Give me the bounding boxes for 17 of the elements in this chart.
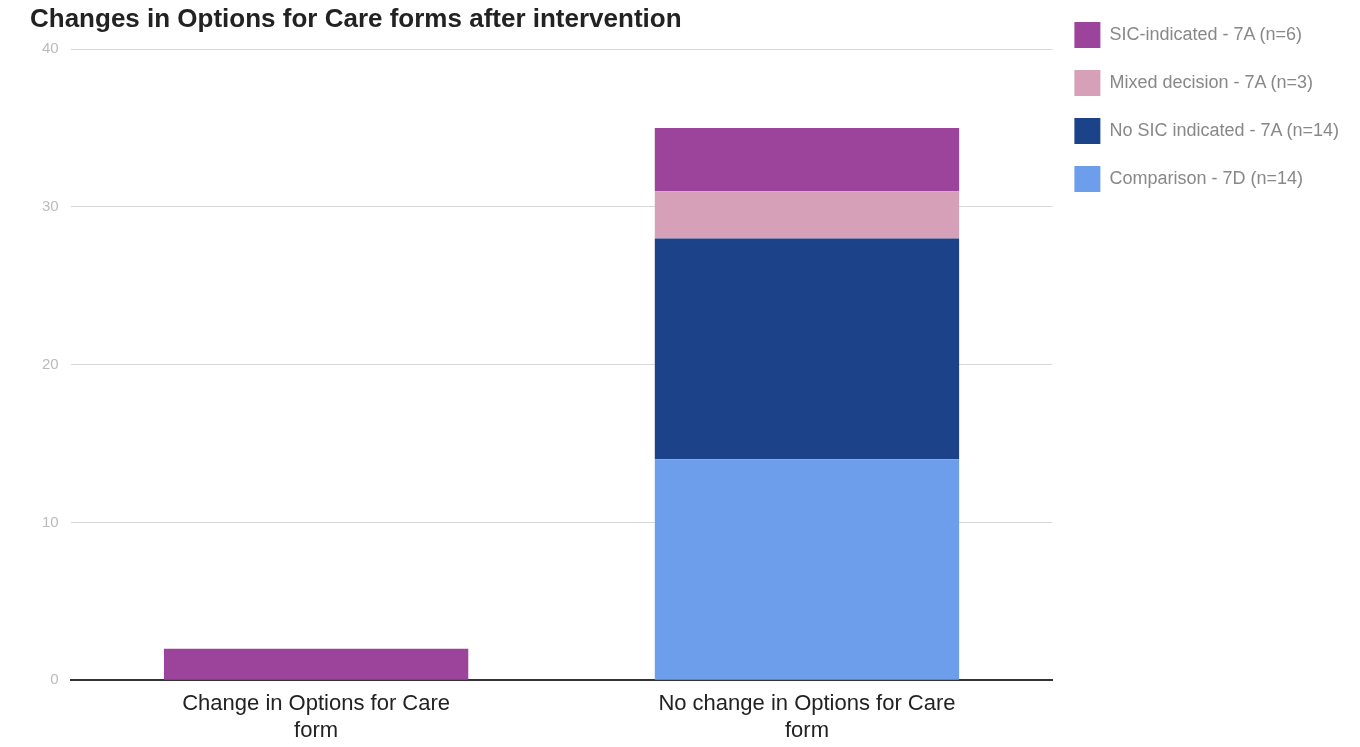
legend-label: Mixed decision - 7A (n=3)	[1109, 71, 1313, 92]
y-tick-label: 0	[50, 670, 59, 688]
y-tick-label: 40	[42, 39, 59, 57]
legend-label: Comparison - 7D (n=14)	[1109, 167, 1303, 188]
y-tick-label: 20	[42, 354, 59, 372]
legend-label: SIC-indicated - 7A (n=6)	[1109, 23, 1302, 44]
bar	[654, 238, 960, 460]
x-tick-label: Change in Options for Care form	[182, 690, 451, 742]
bar	[654, 191, 960, 239]
bar	[163, 648, 469, 680]
y-tick-label: 30	[42, 197, 59, 215]
bar	[654, 459, 960, 680]
chart-title: Changes in Options for Care forms after intervention	[30, 2, 682, 33]
y-tick-label: 10	[42, 512, 59, 530]
bar	[654, 128, 960, 192]
x-tick-label: No change in Options for Care form	[658, 690, 956, 742]
legend-label: No SIC indicated - 7A (n=14)	[1109, 119, 1340, 140]
